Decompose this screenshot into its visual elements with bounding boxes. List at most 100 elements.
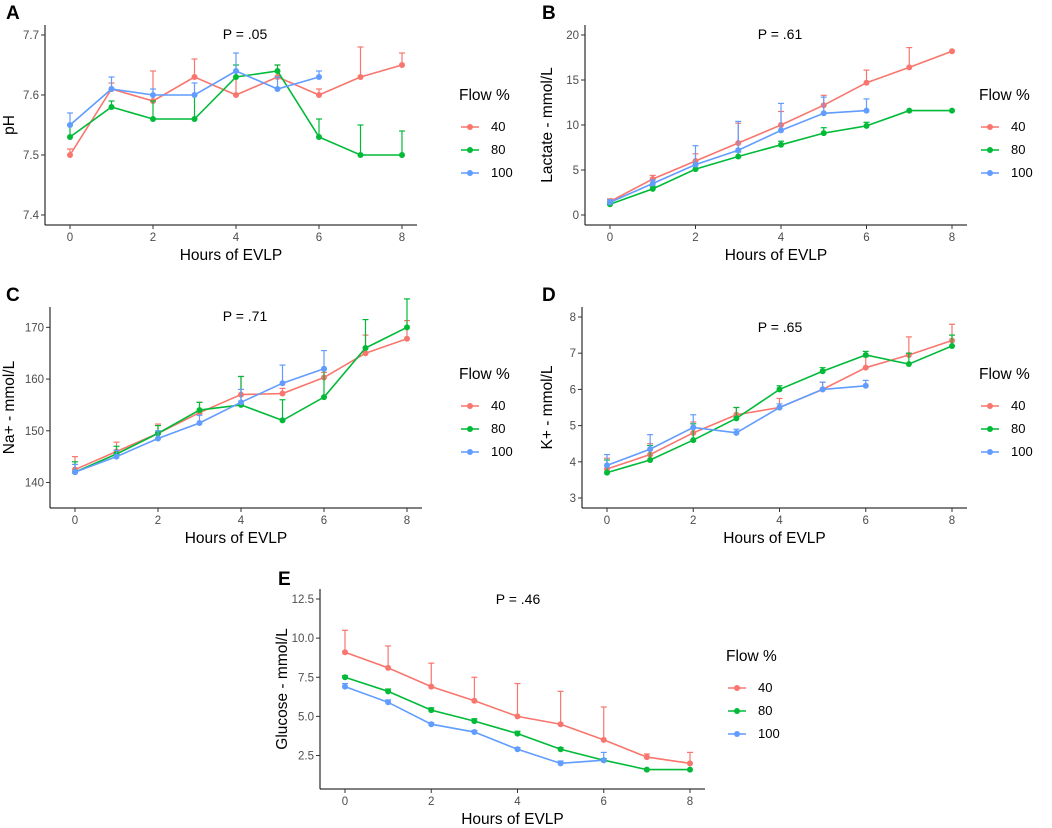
data-point: [604, 462, 610, 469]
y-axis-label: Na+ - mmol/L: [1, 360, 18, 454]
panel-a: A P = .05 0 2 4 6 8 7.4 7.5 7.6 7.7 Hours of EVLP pH…: [1, 3, 513, 264]
data-point: [316, 74, 322, 80]
data-point: [643, 754, 650, 761]
data-point: [778, 141, 784, 148]
data-point: [647, 456, 654, 463]
legend-label: 40: [758, 680, 772, 695]
y-tick-label: 7.6: [23, 90, 39, 102]
data-point: [687, 766, 693, 773]
data-point: [72, 469, 78, 476]
data-point: [863, 107, 870, 114]
data-point: [820, 110, 827, 117]
x-tick-label: 2: [692, 232, 698, 244]
data-point: [191, 74, 198, 80]
legend-swatch-dot: [467, 124, 473, 130]
y-tick-label: 10.0: [292, 633, 314, 645]
data-point: [733, 429, 740, 436]
data-point: [321, 365, 327, 372]
y-tick-label: 20: [566, 30, 579, 42]
y-tick-label: 5.0: [298, 711, 314, 723]
data-point: [820, 130, 827, 137]
y-tick-label: 10: [566, 120, 579, 132]
data-point: [949, 107, 955, 114]
y-axis-label: Lactate - mmol/L: [539, 67, 556, 183]
data-point: [279, 390, 286, 397]
x-tick-label: 4: [238, 515, 245, 527]
legend-label: 40: [1011, 119, 1025, 134]
x-tick-label: 4: [778, 232, 785, 244]
panel-letter: E: [278, 569, 291, 590]
data-point: [692, 161, 699, 168]
legend-label: 80: [1011, 421, 1025, 436]
series-80: [604, 334, 955, 476]
legend-swatch-dot: [987, 124, 993, 130]
data-point: [362, 350, 369, 357]
p-value-annotation: P = .65: [758, 319, 803, 335]
data-point: [113, 453, 120, 460]
y-tick-label: 7.5: [298, 672, 314, 684]
legend-label: 100: [491, 444, 513, 459]
series-80: [607, 107, 955, 208]
legend-title: Flow %: [726, 648, 777, 665]
legend-title: Flow %: [979, 366, 1030, 383]
data-point: [233, 68, 239, 74]
legend-swatch-dot: [987, 170, 993, 176]
data-point: [316, 92, 322, 98]
y-tick-label: 7: [570, 348, 576, 360]
legend: Flow % 40 80 100: [979, 366, 1033, 459]
data-point: [643, 766, 650, 773]
y-tick-label: 0: [573, 210, 579, 222]
legend-label: 100: [758, 726, 780, 741]
data-point: [274, 86, 281, 92]
panel-letter: A: [6, 3, 20, 24]
data-point: [649, 176, 656, 182]
data-point: [949, 342, 955, 349]
series-100: [67, 52, 322, 128]
data-point: [399, 152, 405, 158]
data-point: [514, 730, 521, 737]
x-axis-label: Hours of EVLP: [461, 811, 564, 828]
data-point: [342, 649, 348, 656]
legend-label: 80: [1011, 142, 1025, 157]
data-point: [863, 79, 870, 86]
data-point: [557, 760, 564, 767]
data-point: [949, 48, 955, 55]
legend-title: Flow %: [459, 87, 510, 104]
data-point: [362, 345, 369, 352]
x-tick-label: 4: [233, 232, 240, 244]
y-tick-label: 7.5: [23, 150, 39, 162]
x-tick-label: 6: [863, 232, 869, 244]
data-point: [819, 368, 826, 375]
y-tick-label: 3: [570, 493, 576, 505]
data-point: [778, 127, 784, 134]
data-point: [607, 199, 613, 206]
legend: Flow % 40 80 100: [459, 87, 513, 180]
x-tick-label: 6: [863, 515, 869, 527]
x-tick-label: 0: [342, 796, 348, 808]
data-point: [862, 352, 869, 359]
data-point: [342, 683, 348, 690]
data-point: [862, 364, 869, 371]
data-point: [279, 417, 286, 424]
legend-swatch-dot: [467, 147, 473, 153]
x-tick-label: 8: [399, 232, 405, 244]
data-point: [687, 760, 693, 767]
legend-swatch-dot: [987, 403, 993, 409]
data-point: [342, 674, 348, 681]
data-point: [150, 116, 156, 122]
data-point: [279, 380, 286, 387]
panel-letter: B: [542, 3, 556, 24]
data-point: [233, 74, 239, 80]
data-point: [557, 721, 564, 728]
y-tick-label: 7.4: [23, 210, 40, 222]
data-point: [600, 757, 607, 764]
y-tick-label: 6: [570, 384, 576, 396]
data-point: [906, 107, 913, 114]
legend-label: 80: [491, 142, 505, 157]
data-point: [428, 707, 435, 714]
legend-label: 40: [1011, 398, 1025, 413]
y-tick-label: 7.7: [23, 30, 39, 42]
panel-d: D P = .65 0 2 4 6 8 3 4 5 6 7 8 Hours of EVLP K+ - mmo…: [539, 285, 1033, 547]
